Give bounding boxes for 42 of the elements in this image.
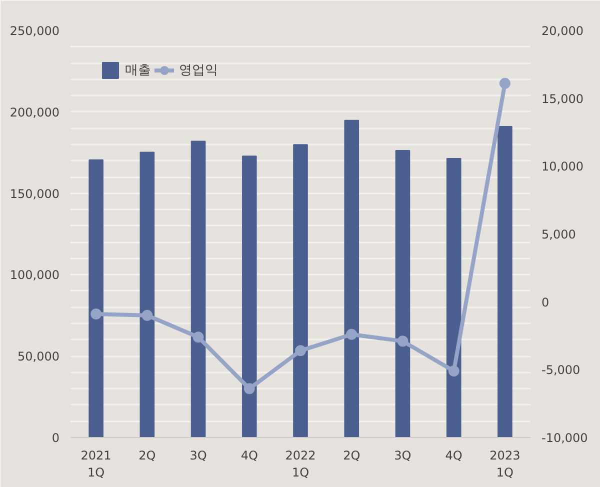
legend-label: 매출 xyxy=(125,62,151,79)
x-tick-label: 2021 1Q xyxy=(80,448,112,480)
point xyxy=(142,310,153,321)
point xyxy=(192,332,204,343)
y2-tick-label: 0 xyxy=(542,295,550,310)
x-tick-label: 2023 1Q xyxy=(490,448,520,480)
y-tick-label: 50,000 xyxy=(18,350,60,364)
x-tick-label: 4Q xyxy=(240,448,258,462)
y2-tick-label: 5,000 xyxy=(542,228,576,242)
legend-label: 영업익 xyxy=(179,62,218,79)
x-tick-label: 2Q xyxy=(343,448,360,462)
x-tick-label: 2022 1Q xyxy=(285,448,316,480)
point xyxy=(90,308,102,320)
bar xyxy=(498,126,512,438)
point xyxy=(448,366,460,377)
x-tick-label: 3Q xyxy=(394,448,412,462)
y2-tick-label: 10,000 xyxy=(542,160,584,174)
point xyxy=(346,328,358,340)
y-tick-label: 150,000 xyxy=(10,186,60,201)
y-tick-label: 0 xyxy=(52,431,60,445)
bar xyxy=(344,120,360,438)
bar xyxy=(293,144,308,438)
bar xyxy=(88,159,104,438)
bar xyxy=(242,156,257,438)
y2-tick-label: 20,000 xyxy=(542,24,584,38)
y2-tick-label: -5,000 xyxy=(542,363,580,378)
y2-tick-label: -10,000 xyxy=(542,431,588,445)
point xyxy=(244,383,255,394)
bar xyxy=(190,140,206,438)
bar xyxy=(140,152,155,438)
x-tick-label: 2Q xyxy=(138,448,156,462)
bar xyxy=(446,158,462,438)
bar xyxy=(395,150,410,438)
y-tick-label: 200,000 xyxy=(10,105,60,120)
point xyxy=(499,78,510,89)
point xyxy=(397,336,408,347)
y2-tick-label: 15,000 xyxy=(542,92,584,106)
x-tick-label: 4Q xyxy=(445,448,462,462)
x-tick-label: 3Q xyxy=(190,448,207,462)
point xyxy=(295,345,306,356)
y-tick-label: 250,000 xyxy=(10,24,60,38)
y-tick-label: 100,000 xyxy=(10,268,60,282)
